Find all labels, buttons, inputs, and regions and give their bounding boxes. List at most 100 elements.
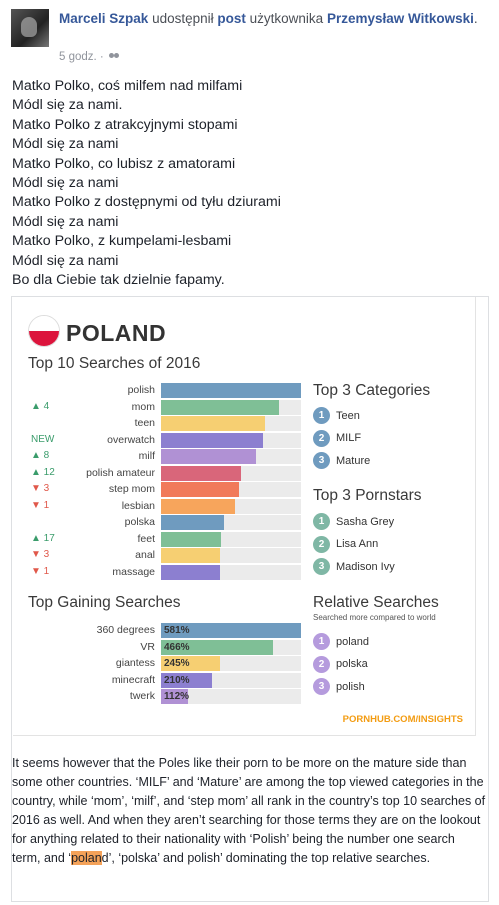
bar-track [161,689,301,704]
pornstar-item-label: Sasha Grey [336,515,395,528]
description-text: It seems however that the Poles like the… [12,756,486,865]
avatar[interactable] [11,9,49,47]
gaining-bar [161,672,212,688]
relative-title: Relative Searches [313,594,439,611]
rank-number-badge: 3 [313,678,330,695]
pornstar-item-label: Madison Ivy [336,560,395,573]
post-text: Matko Polko, coś milfem nad milfami Módl … [12,77,281,290]
gaining-bar [161,639,274,655]
rank-number-badge: 2 [313,655,330,673]
pornstar-item-label: Lisa Ann [336,538,379,550]
gaining-percent-label: 245% [164,658,190,669]
rank-number-badge: 1 [313,407,330,424]
pornstar-item: 3 Madison Ivy [313,558,395,575]
rank-number-badge: 3 [313,558,330,575]
relative-search-item-label: poland [336,635,370,648]
category-item: 1 Teen [313,407,360,424]
rank-change-label: NEW [31,433,55,445]
friends-audience-icon [108,52,120,62]
rank-number-badge: 1 [313,513,330,530]
gaining-bar [161,623,301,638]
rank-number-badge: 1 [313,633,330,650]
relative-search-item: 3 polish [313,678,365,695]
relative-search-item-label: polish [336,680,365,693]
search-term-label: step mom [108,483,155,495]
post-attribution: Marceli Szpak udostępnił post użytkownik… [59,11,478,26]
gaining-bar [161,689,188,704]
poem-line: Módl się za nami [12,252,119,269]
rank-change-label: ▲ 17 [31,532,55,544]
search-bar [161,383,301,398]
search-term-label: teen [134,417,155,429]
poem-line: Matko Polko z dostępnymi od tyłu dziuram… [12,194,281,211]
search-term-label: polish amateur [86,466,155,479]
category-item: 3 Mature [313,452,370,469]
search-bar [161,548,220,563]
category-item: 2 MILF [313,429,362,447]
source-label: PORNHUB.COM/INSIGHTS [342,714,463,725]
search-bar [161,482,240,497]
pornstar-item: 2 Lisa Ann [313,535,379,553]
search-bar [161,399,279,415]
search-bar [161,432,264,448]
relative-search-item-label: polska [336,658,368,670]
relative-subtitle: Searched more compared to world [313,613,436,622]
rank-number-badge: 2 [313,429,330,447]
gaining-percent-label: 210% [164,674,190,686]
poem-line: Módl się za nami [12,136,119,153]
poem-line: Bo dla Ciebie tak dzielnie fapamy. [12,272,225,289]
poem-line: Matko Polko, co lubisz z amatorami [12,155,236,172]
author-link[interactable]: Marceli Szpak [59,11,149,26]
rank-number-badge: 3 [313,452,330,469]
search-bar [161,449,257,464]
post-meta: 5 godz. · [59,51,120,63]
shared-image-card[interactable]: POLAND Top 10 Searches of 2016 polish ▲ 4… [11,296,489,902]
relative-search-item: 1 poland [313,633,369,650]
rank-change-label: ▲ 8 [31,450,50,461]
search-term-label: milf [138,450,155,462]
poem-line: Módl się za nami. [12,97,123,114]
gaining-title: Top Gaining Searches [28,594,181,611]
owner-prefix: użytkownika [249,11,324,26]
rank-change-label: ▼ 3 [31,483,50,494]
search-bar [161,498,236,514]
poem-line: Matko Polko z atrakcyjnymi stopami [12,116,238,133]
owner-link[interactable]: Przemysław Witkowski [326,11,474,26]
poem-line: Matko Polko, coś milfem nad milfami [12,78,243,94]
poem-line: Módl się za nami [12,213,119,230]
poem-line: Matko Polko, z kumpelami-lesbami [12,233,232,250]
search-bar [161,564,220,580]
rank-number-badge: 2 [313,535,330,553]
search-term-label: feet [137,532,155,545]
search-highlight: polan [71,851,102,865]
rank-change-label: ▼ 3 [31,549,50,560]
search-term-label: polska [124,516,155,528]
search-bar [161,416,265,431]
search-bar [161,465,241,481]
rank-change-label: ▼ 1 [31,565,50,577]
categories-title: Top 3 Categories [313,382,431,399]
rank-change-label: ▲ 4 [31,400,50,412]
action-text: udostępnił [152,11,214,26]
pornstar-item: 1 Sasha Grey [313,513,394,530]
rank-change-label: ▲ 12 [31,466,55,478]
search-term-label: massage [112,565,155,578]
gaining-term-label: 360 degrees [96,624,155,636]
category-item-label: MILF [336,432,362,444]
gaining-term-label: VR [140,640,155,653]
gaining-term-label: minecraft [111,673,155,686]
search-term-label: anal [135,549,155,561]
gaining-term-label: giantess [115,657,155,669]
timestamp[interactable]: 5 godz. · [59,51,104,63]
poem-line: Módl się za nami [12,175,119,192]
search-bar [161,531,222,547]
infographic: POLAND Top 10 Searches of 2016 polish ▲ 4… [13,297,476,736]
post-link[interactable]: post [217,11,246,26]
search-term-label: lesbian [121,499,155,512]
category-item-label: Teen [336,409,360,422]
gaining-percent-label: 466% [164,641,190,653]
relative-search-item: 2 polska [313,655,368,673]
rank-change-label: ▼ 1 [31,499,50,511]
search-term-label: overwatch [107,433,155,446]
gaining-term-label: twerk [129,690,155,702]
